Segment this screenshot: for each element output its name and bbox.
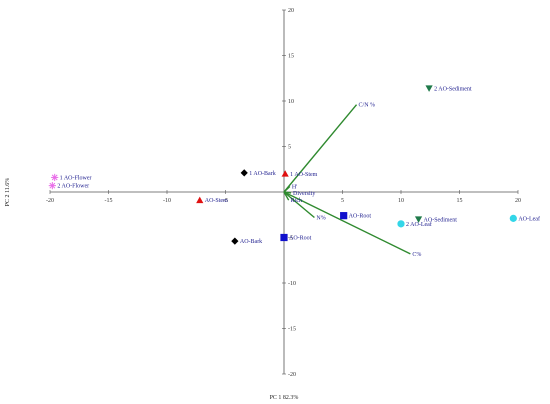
x-tick-label: 10 <box>398 198 404 204</box>
x-axis-title: PC 1 82.3% <box>270 395 299 401</box>
point-label: 2 AO-Sediment <box>434 86 472 92</box>
vector-label: C% <box>412 252 421 258</box>
point-label: 2 AO-Flower <box>57 184 89 190</box>
point-label: AO-Bark <box>240 239 262 245</box>
x-tick-label: 15 <box>457 198 463 204</box>
loading-vector <box>283 186 291 193</box>
y-tick-label: -10 <box>288 281 296 287</box>
vector-label: N% <box>316 215 325 221</box>
data-point-circle <box>509 214 517 222</box>
data-point-triangle-down <box>425 85 433 92</box>
data-point-star <box>48 182 56 190</box>
y-tick-label: 15 <box>288 54 294 60</box>
point-label: 2 AO-Leaf <box>406 221 432 228</box>
vector-label: H' <box>292 185 297 191</box>
loading-vector <box>283 191 411 255</box>
point-label: AO-Sediment <box>424 217 458 223</box>
loading-vector <box>283 191 315 219</box>
y-tick-label: -15 <box>288 327 296 333</box>
data-point-square <box>340 212 348 220</box>
y-tick-label: -20 <box>288 372 296 378</box>
axes: -20 -15 -10 -5 5 10 15 20 -20 -15 -10 -5 5 10 15 20 <box>46 8 521 378</box>
point-label: 1 AO-Bark <box>249 171 276 177</box>
x-tick-label: -10 <box>163 198 171 204</box>
x-tick-label: -15 <box>105 198 113 204</box>
point-label: AO-Root <box>289 236 312 242</box>
vector-label: C/N % <box>359 103 376 109</box>
y-tick-label: 20 <box>288 8 294 14</box>
score-points: 1 AO-Flower 2 AO-Flower 1 AO-Bark AO-Bark 1 … <box>48 85 540 245</box>
data-point-square <box>280 233 288 242</box>
y-tick-label: -5 <box>288 236 293 242</box>
data-point-star <box>51 173 59 182</box>
point-label: AO-Root <box>349 214 372 220</box>
data-point-diamond <box>240 169 248 177</box>
loading-vector <box>283 104 358 193</box>
data-point-triangle <box>281 170 289 177</box>
point-label: 1 AO-Stem <box>290 172 318 178</box>
vector-label: Rich <box>291 198 302 204</box>
vector-label: Diversity <box>293 191 315 197</box>
y-tick-label: 10 <box>288 99 294 105</box>
y-tick-label: 5 <box>288 145 291 151</box>
data-point-triangle <box>196 196 204 204</box>
x-tick-label: -5 <box>223 198 228 204</box>
loading-vector <box>283 191 292 194</box>
x-tick-label: -20 <box>46 198 54 204</box>
data-point-diamond <box>231 237 239 245</box>
data-point-circle <box>397 220 405 228</box>
point-label: 1 AO-Flower <box>60 175 92 181</box>
point-label: AO-Stem <box>205 198 228 204</box>
x-tick-label: 20 <box>515 198 521 204</box>
data-point-triangle-down <box>414 216 423 223</box>
point-label: AO-Leaf <box>518 215 540 222</box>
x-tick-label: 5 <box>341 198 344 204</box>
y-axis-title: PC 2 11.6% <box>5 178 11 207</box>
loading-vector <box>283 191 290 201</box>
